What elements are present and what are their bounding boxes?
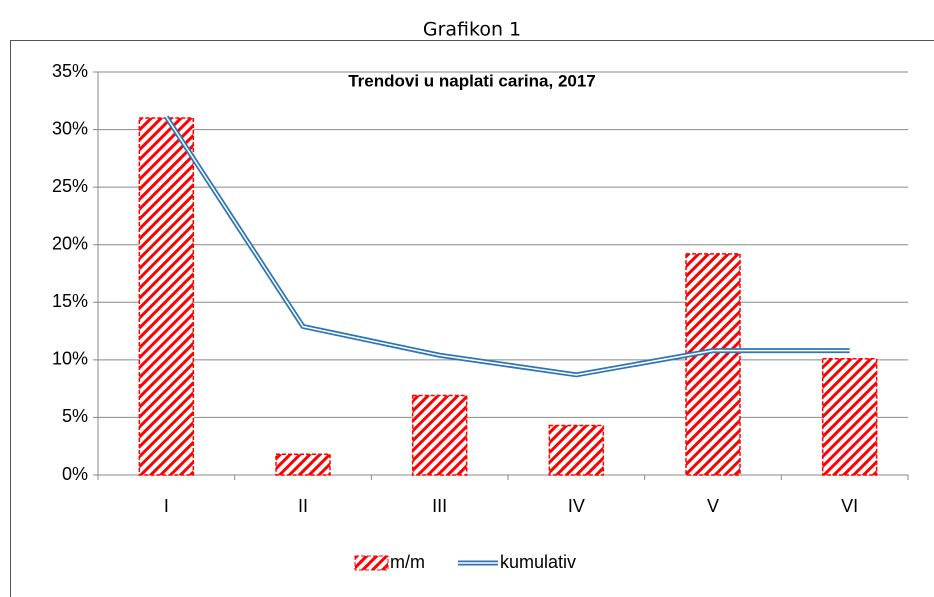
bar	[275, 453, 331, 476]
line-outline	[164, 115, 850, 378]
line-inner	[165, 116, 850, 376]
y-tick-label: 0%	[62, 464, 88, 484]
x-tick-label: IV	[568, 496, 585, 516]
y-tick-label: 5%	[62, 406, 88, 426]
x-tick-label: II	[298, 496, 308, 516]
chart-frame	[10, 40, 934, 597]
y-tick-label: 25%	[52, 176, 88, 196]
bar	[685, 253, 741, 476]
bar	[548, 424, 605, 476]
legend-label: m/m	[390, 552, 425, 572]
y-tick-label: 10%	[52, 349, 88, 369]
x-tick-label: I	[164, 496, 169, 516]
bar	[138, 117, 195, 476]
y-tick-label: 15%	[52, 291, 88, 311]
chart-title: Trendovi u naplati carina, 2017	[348, 71, 596, 90]
x-tick-label: V	[707, 496, 719, 516]
x-tick-label: III	[432, 496, 447, 516]
y-tick-label: 30%	[52, 118, 88, 138]
y-tick-label: 35%	[52, 61, 88, 81]
bar	[411, 394, 468, 476]
legend-swatch	[354, 555, 389, 571]
x-tick-label: VI	[841, 496, 858, 516]
bar	[821, 357, 878, 476]
legend-label: kumulativ	[500, 552, 576, 572]
y-tick-label: 20%	[52, 233, 88, 253]
heading: Grafikon 1	[423, 19, 521, 41]
